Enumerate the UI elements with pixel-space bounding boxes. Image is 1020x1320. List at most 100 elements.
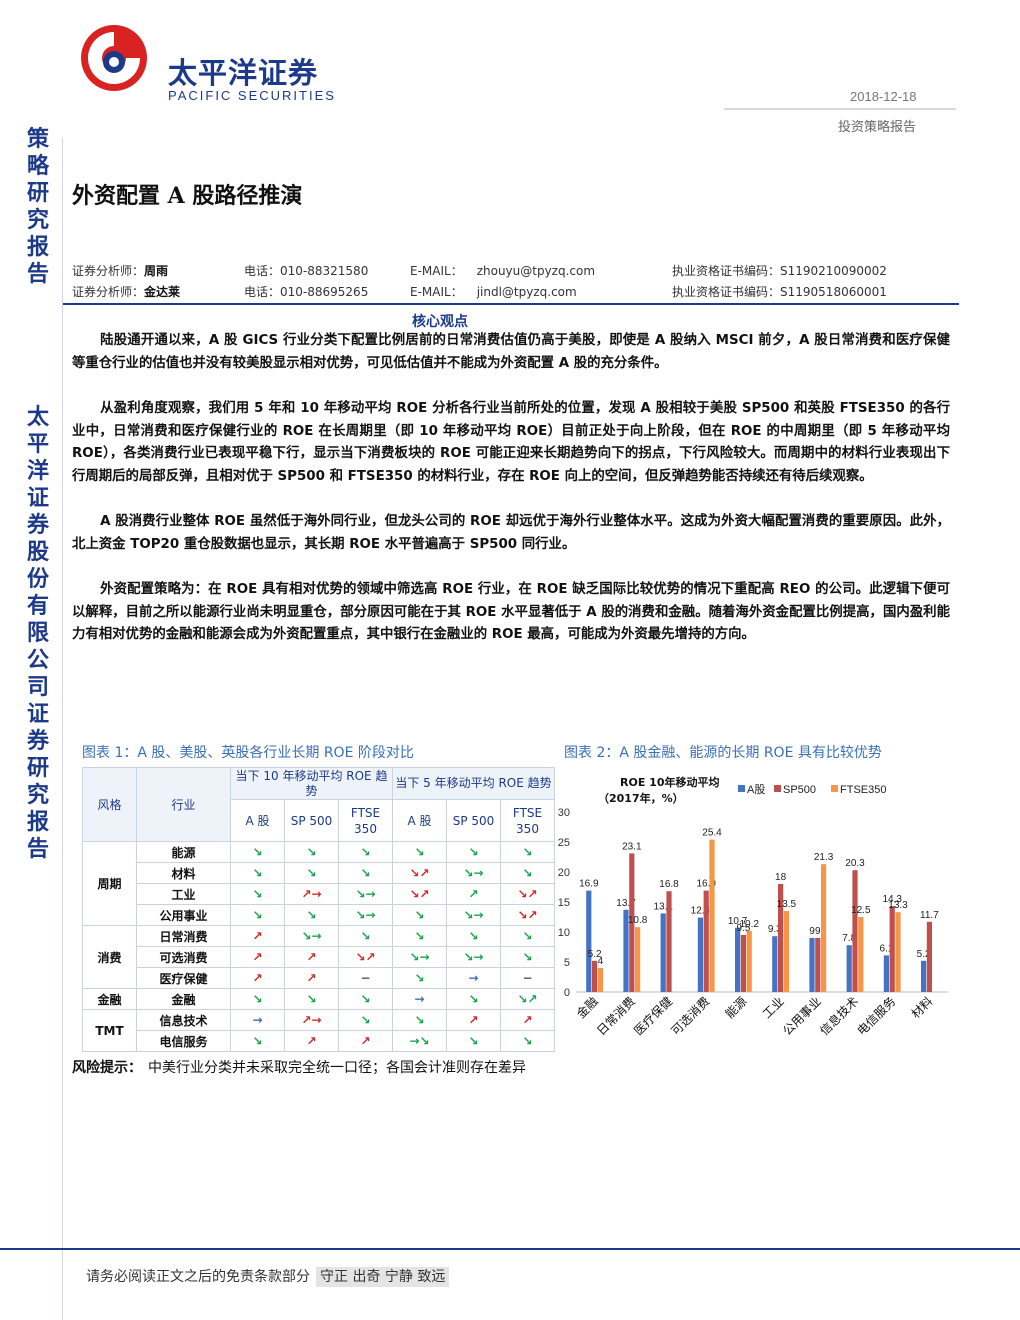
trend-arrow-icon: −: [500, 967, 555, 989]
col-sp500-5: SP 500: [446, 799, 501, 842]
analyst-cert: 执业资格证书编码：S1190518060001: [672, 283, 887, 300]
legend-label: A股: [747, 783, 765, 796]
y-tick-label: 20: [558, 867, 570, 879]
legend-swatch: [831, 785, 838, 792]
sidebar-top-label: 策略研究报告: [26, 126, 49, 287]
bar: [889, 906, 895, 992]
data-label: 23.1: [622, 841, 642, 852]
company-motto: 守正 出奇 宁静 致远: [316, 1267, 450, 1287]
email-label: E-MAIL：: [410, 285, 463, 299]
trend-arrow-icon: −: [338, 967, 393, 989]
category-label: 工业: [760, 994, 787, 1021]
trend-arrow-icon: ↘: [446, 1030, 501, 1052]
data-label: 14.3: [882, 894, 902, 905]
trend-arrow-icon: ↘: [446, 988, 501, 1010]
bar: [666, 891, 672, 992]
bar: [703, 890, 709, 992]
trend-arrow-icon: ↘: [500, 862, 555, 884]
email-value[interactable]: jindl@tpyzq.com: [476, 285, 577, 299]
data-label: 9.5: [736, 923, 750, 934]
industry-cell: 可选消费: [136, 946, 231, 968]
trend-arrow-icon: ↗: [284, 967, 339, 989]
trend-arrow-icon: ↘: [338, 988, 393, 1010]
bar: [921, 960, 927, 992]
table-row: 消费 日常消费 ↗ ↘→ ↘ ↘ ↘ ↘: [82, 925, 555, 989]
bar: [592, 960, 598, 992]
trend-arrow-icon: →: [446, 967, 501, 989]
bar: [772, 936, 778, 992]
trend-arrow-icon: ↘↗: [500, 904, 555, 926]
trend-arrow-icon: ↗: [284, 946, 339, 968]
bar: [586, 890, 592, 992]
bar: [635, 927, 641, 992]
body-text: 陆股通开通以来，A 股 GICS 行业分类下配置比例居前的日常消费估值仍高于美股…: [72, 330, 950, 647]
bar: [809, 938, 815, 992]
data-label: 21.3: [814, 852, 834, 863]
legend-swatch: [738, 785, 745, 792]
legend-swatch: [774, 785, 781, 792]
trend-arrow-icon: ↘: [500, 1030, 555, 1052]
trend-arrow-icon: ↘: [338, 862, 393, 884]
data-label: 10.8: [628, 915, 648, 926]
bar: [735, 927, 741, 992]
logo-mark-icon: [81, 25, 147, 91]
data-label: 9: [809, 926, 815, 937]
table-row: 材料 ↘ ↘ ↘ ↘↗ ↘→ ↘: [83, 862, 555, 884]
col-ftse350-5: FTSE 350: [500, 799, 555, 842]
industry-cell: 材料: [136, 862, 231, 884]
trend-arrow-icon: ↘: [392, 1009, 447, 1031]
col-style: 风格: [82, 767, 137, 842]
page-title: 外资配置 A 股路径推演: [72, 183, 303, 209]
trend-arrow-icon: ↘: [500, 946, 555, 968]
paragraph: A 股消费行业整体 ROE 虽然低于海外同行业，但龙头公司的 ROE 却远优于海…: [72, 514, 950, 552]
trend-arrow-icon: ↘: [338, 1009, 393, 1031]
data-label: 9: [815, 926, 821, 937]
phone-value: 010-88321580: [280, 264, 369, 278]
analyst-email: E-MAIL： jindl@tpyzq.com: [410, 283, 577, 300]
paragraph: 陆股通开通以来，A 股 GICS 行业分类下配置比例居前的日常消费估值仍高于美股…: [72, 333, 950, 371]
y-tick-label: 10: [558, 927, 570, 939]
data-label: 7.8: [842, 933, 856, 944]
report-date: 2018-12-18: [850, 89, 917, 104]
bar: [697, 917, 703, 992]
category-label: 金融: [573, 994, 601, 1022]
trend-arrow-icon: ↘: [230, 841, 285, 863]
trend-arrow-icon: ↘: [392, 904, 447, 926]
email-value[interactable]: zhouyu@tpyzq.com: [476, 264, 596, 278]
analyst-row: 证券分析师：周雨: [72, 262, 168, 279]
phone-value: 010-88695265: [280, 285, 369, 299]
data-label: 20.3: [845, 858, 865, 869]
data-label: 6.1: [879, 943, 893, 954]
category-label: 能源: [723, 994, 750, 1021]
paragraph: 从盈利角度观察，我们用 5 年和 10 年移动平均 ROE 分析各行业当前所处的…: [72, 401, 950, 484]
chart-subtitle: （2017年，%）: [598, 791, 684, 805]
bar: [858, 917, 864, 992]
analyst-name: 金达莱: [144, 285, 181, 299]
trend-arrow-icon: ↗: [230, 925, 285, 947]
analyst-row: 证券分析师：金达莱: [72, 283, 180, 300]
bar: [883, 955, 889, 992]
y-tick-label: 30: [558, 807, 570, 819]
col-a-share-5: A 股: [392, 799, 447, 842]
figure1-table-wrap: 风格 行业 当下 10 年移动平均 ROE 趋势 当下 5 年移动平均 ROE …: [82, 767, 555, 1052]
table-row: TMT 信息技术 → ↗→ ↘ ↘ ↗ ↗: [82, 1009, 555, 1052]
table-row: 医疗保健 ↗ ↗ − ↘ → −: [83, 967, 555, 989]
report-type: 投资策略报告: [838, 120, 917, 135]
legend-label: FTSE350: [840, 784, 886, 796]
bar: [852, 870, 858, 992]
bar: [783, 911, 789, 992]
trend-arrow-icon: ↗: [500, 1009, 555, 1031]
trend-arrow-icon: ↗: [230, 946, 285, 968]
bar: [597, 968, 603, 992]
sidebar-bottom-label: 太平洋证券股份有限公司证券研究报告: [26, 404, 49, 862]
industry-cell: 信息技术: [136, 1009, 231, 1031]
cert-value: S1190210090002: [780, 264, 887, 278]
analyst-cert: 执业资格证书编码：S1190210090002: [672, 262, 887, 279]
trend-arrow-icon: ↗: [230, 967, 285, 989]
y-tick-label: 5: [564, 957, 570, 969]
bar: [926, 921, 932, 992]
trend-arrow-icon: ↗: [284, 1030, 339, 1052]
data-label: 13.3: [888, 900, 908, 911]
figure1-title: 图表 1：A 股、美股、英股各行业长期 ROE 阶段对比: [82, 745, 414, 761]
trend-arrow-icon: ↘↗: [338, 946, 393, 968]
